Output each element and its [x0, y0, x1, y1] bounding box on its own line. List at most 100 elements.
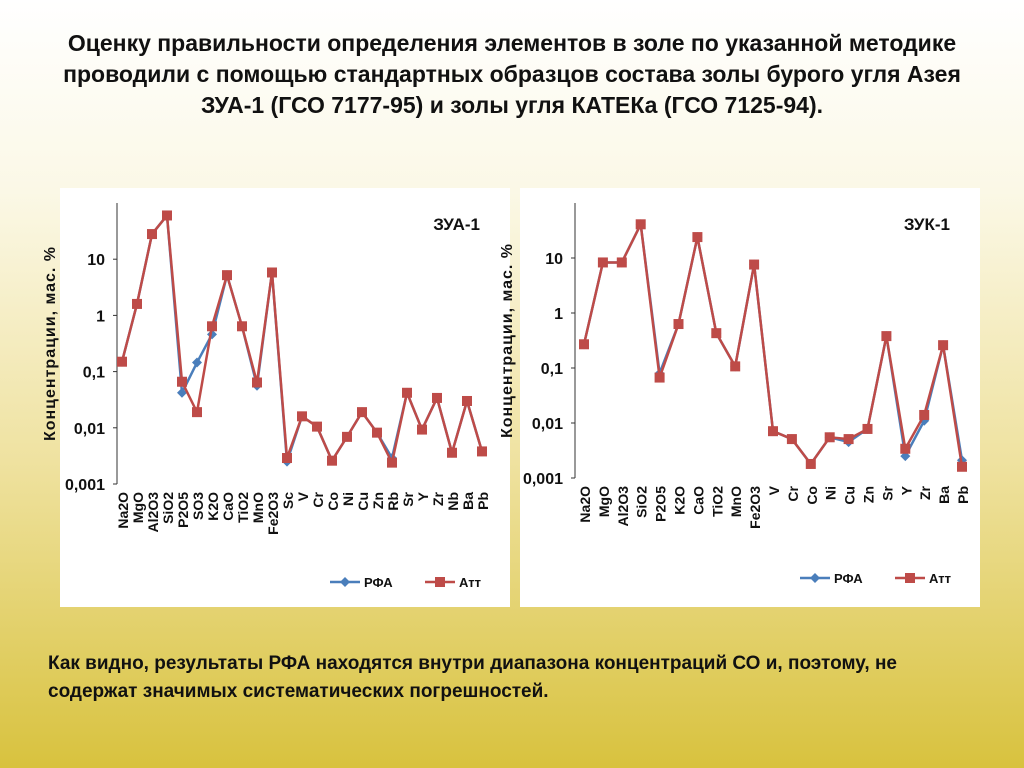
- x-tick-label: SO3: [190, 492, 206, 520]
- marker: [177, 376, 187, 387]
- marker: [222, 270, 232, 281]
- x-tick-label: Na2O: [115, 492, 131, 529]
- legend-label: Атт: [459, 575, 481, 590]
- legend-label: РФА: [364, 575, 393, 590]
- charts: 0,001 0,01 0,1 1 10 ЗУА-1 Концентрации, мас. %…: [42, 188, 980, 607]
- x-tick-label: Al2O3: [145, 492, 161, 533]
- x-tick-label: Co: [325, 492, 341, 511]
- marker: [805, 458, 816, 469]
- x-tick-label: MgO: [130, 492, 146, 523]
- marker: [635, 219, 646, 230]
- marker: [312, 421, 322, 432]
- marker: [297, 411, 307, 422]
- y-tick-label: 0,001: [523, 471, 563, 488]
- x-tick-label: Cr: [310, 491, 326, 507]
- y-tick-label: 10: [87, 252, 105, 269]
- x-tick-label: SiO2: [634, 486, 650, 518]
- x-tick-label: Y: [415, 491, 431, 501]
- x-tick-label: Sr: [879, 485, 895, 500]
- x-tick-label: Ba: [460, 492, 476, 510]
- x-tick-label: Ba: [936, 486, 952, 504]
- marker: [597, 257, 608, 268]
- x-tick-label: Pb: [955, 486, 971, 504]
- x-tick-label: CaO: [220, 492, 236, 521]
- marker: [267, 267, 277, 278]
- y-tick-label: 0,001: [65, 477, 105, 494]
- marker: [177, 387, 187, 398]
- marker: [192, 357, 202, 368]
- legend-label: РФА: [834, 571, 863, 586]
- marker: [252, 377, 262, 388]
- marker: [616, 257, 627, 268]
- x-tick-label: Ni: [340, 492, 356, 506]
- x-tick-label: Ni: [823, 486, 839, 500]
- marker: [477, 446, 487, 457]
- x-tick-label: TiO2: [235, 492, 251, 523]
- marker: [905, 573, 915, 583]
- x-tick-label: Zn: [861, 486, 877, 503]
- marker: [824, 432, 835, 443]
- y-tick-label: 0,01: [532, 416, 563, 433]
- marker: [957, 461, 967, 472]
- marker: [192, 407, 202, 418]
- x-tick-label: Zr: [430, 491, 446, 506]
- marker: [810, 573, 820, 583]
- x-tick-label: Cr: [785, 485, 801, 501]
- marker: [207, 321, 217, 332]
- marker: [673, 319, 684, 330]
- marker: [282, 453, 292, 464]
- y-axis-label: Концентрации, мас. %: [42, 246, 59, 441]
- marker: [579, 339, 589, 350]
- x-tick-label: Nb: [445, 492, 461, 511]
- x-tick-label: Y: [898, 485, 914, 495]
- marker: [147, 229, 157, 240]
- x-tick-label: CaO: [690, 486, 706, 515]
- x-tick-label: TiO2: [709, 486, 725, 517]
- marker: [654, 372, 665, 383]
- x-tick-label: P2O5: [175, 492, 191, 528]
- marker: [749, 259, 760, 270]
- chart-title: ЗУК-1: [904, 215, 950, 234]
- marker: [881, 331, 892, 342]
- x-tick-label: V: [295, 491, 311, 501]
- marker: [919, 409, 930, 420]
- x-tick-label: Al2O3: [615, 486, 631, 527]
- x-tick-label: Cu: [842, 486, 858, 505]
- x-tick-label: Na2O: [577, 486, 593, 523]
- marker: [340, 577, 350, 587]
- chart-title: ЗУА-1: [433, 215, 480, 234]
- marker: [786, 434, 797, 445]
- marker: [372, 427, 382, 438]
- x-tick-label: Fe2O3: [265, 492, 281, 535]
- x-tick-label: P2O5: [653, 486, 669, 522]
- x-tick-label: K2O: [205, 492, 221, 521]
- marker: [162, 210, 172, 221]
- slide-title: Оценку правильности определения элементо…: [63, 30, 961, 118]
- marker: [117, 356, 127, 367]
- marker: [402, 387, 412, 398]
- y-tick-label: 1: [554, 306, 563, 323]
- marker: [862, 423, 873, 434]
- x-tick-label: Sc: [280, 492, 296, 509]
- marker: [237, 321, 247, 332]
- x-tick-label: Zn: [370, 492, 386, 509]
- x-tick-label: Co: [804, 486, 820, 505]
- x-tick-label: Rb: [385, 492, 401, 511]
- y-tick-label: 0,1: [541, 361, 563, 378]
- y-tick-label: 10: [545, 251, 563, 268]
- x-tick-label: Pb: [475, 492, 491, 510]
- x-tick-label: MnO: [728, 486, 744, 517]
- x-tick-label: Cu: [355, 492, 371, 511]
- marker: [462, 395, 472, 406]
- marker: [768, 426, 778, 437]
- marker: [730, 361, 741, 372]
- chart-panel: [520, 188, 980, 607]
- x-tick-label: V: [766, 485, 782, 495]
- legend-label: Атт: [929, 571, 951, 586]
- marker: [432, 392, 442, 403]
- x-tick-label: K2O: [672, 486, 688, 515]
- marker: [447, 447, 457, 458]
- y-axis-label: Концентрации, мас. %: [499, 243, 516, 438]
- marker: [357, 407, 367, 418]
